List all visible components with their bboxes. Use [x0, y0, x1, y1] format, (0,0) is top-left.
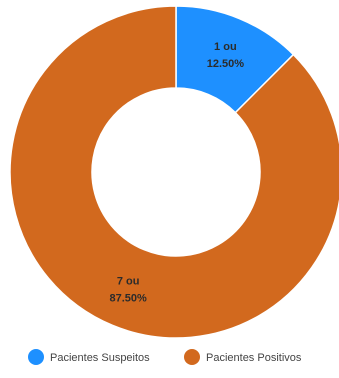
- legend-swatch-pacientes-suspeitos: [28, 349, 44, 365]
- slice-label-count-pacientes-positivos: 7 ou: [117, 275, 140, 287]
- legend-item-pacientes-positivos[interactable]: Pacientes Positivos: [184, 349, 302, 365]
- chart-slices: [9, 5, 339, 339]
- legend-item-pacientes-suspeitos[interactable]: Pacientes Suspeitos: [28, 349, 150, 365]
- legend-swatch-pacientes-positivos: [184, 349, 200, 365]
- chart-legend: Pacientes Suspeitos Pacientes Positivos: [28, 349, 302, 365]
- slice-pacientes-positivos[interactable]: [9, 5, 339, 339]
- slice-label-percent-pacientes-suspeitos: 12.50%: [207, 58, 245, 70]
- legend-label-pacientes-suspeitos: Pacientes Suspeitos: [50, 352, 150, 364]
- chart-slice-labels: 1 ou 12.50% 7 ou 87.50%: [110, 41, 245, 305]
- slice-label-count-pacientes-suspeitos: 1 ou: [214, 41, 237, 53]
- legend-label-pacientes-positivos: Pacientes Positivos: [206, 352, 302, 364]
- slice-label-percent-pacientes-positivos: 87.50%: [110, 292, 148, 304]
